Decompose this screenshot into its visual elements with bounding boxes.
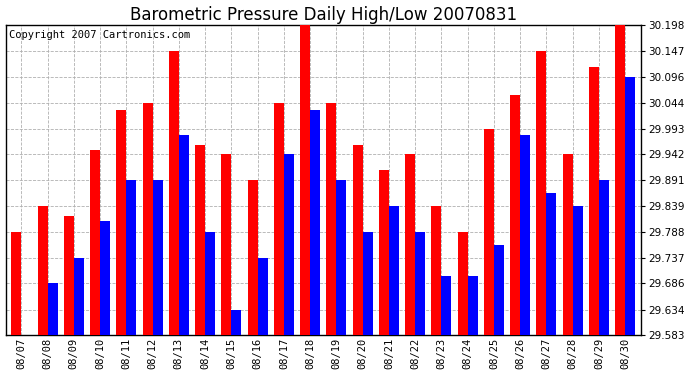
Bar xyxy=(468,276,477,335)
Bar xyxy=(100,221,110,335)
Bar xyxy=(90,150,100,335)
Bar xyxy=(117,110,126,335)
Bar xyxy=(415,232,425,335)
Bar xyxy=(431,206,442,335)
Bar xyxy=(546,193,556,335)
Bar xyxy=(169,51,179,335)
Bar xyxy=(205,232,215,335)
Bar xyxy=(563,154,573,335)
Bar xyxy=(537,51,546,335)
Bar xyxy=(74,258,83,335)
Bar xyxy=(457,232,468,335)
Bar xyxy=(126,180,137,335)
Bar xyxy=(589,67,599,335)
Bar xyxy=(520,135,530,335)
Bar xyxy=(300,25,310,335)
Bar xyxy=(248,180,257,335)
Bar xyxy=(442,276,451,335)
Bar xyxy=(284,154,294,335)
Bar xyxy=(625,76,635,335)
Bar xyxy=(379,170,389,335)
Bar xyxy=(353,145,363,335)
Bar xyxy=(152,180,163,335)
Bar xyxy=(231,310,241,335)
Bar xyxy=(257,258,268,335)
Bar xyxy=(48,284,57,335)
Bar xyxy=(337,180,346,335)
Bar xyxy=(37,206,48,335)
Bar xyxy=(494,245,504,335)
Bar xyxy=(326,103,337,335)
Bar xyxy=(615,25,625,335)
Bar xyxy=(179,135,189,335)
Bar xyxy=(573,206,583,335)
Bar xyxy=(221,154,231,335)
Bar xyxy=(484,129,494,335)
Bar xyxy=(389,206,399,335)
Bar xyxy=(599,180,609,335)
Bar xyxy=(143,103,152,335)
Bar xyxy=(274,103,284,335)
Bar xyxy=(405,154,415,335)
Text: Copyright 2007 Cartronics.com: Copyright 2007 Cartronics.com xyxy=(9,30,190,40)
Bar xyxy=(510,95,520,335)
Bar xyxy=(310,110,320,335)
Bar xyxy=(64,216,74,335)
Bar xyxy=(195,145,205,335)
Bar xyxy=(11,232,21,335)
Bar xyxy=(363,232,373,335)
Title: Barometric Pressure Daily High/Low 20070831: Barometric Pressure Daily High/Low 20070… xyxy=(130,6,517,24)
